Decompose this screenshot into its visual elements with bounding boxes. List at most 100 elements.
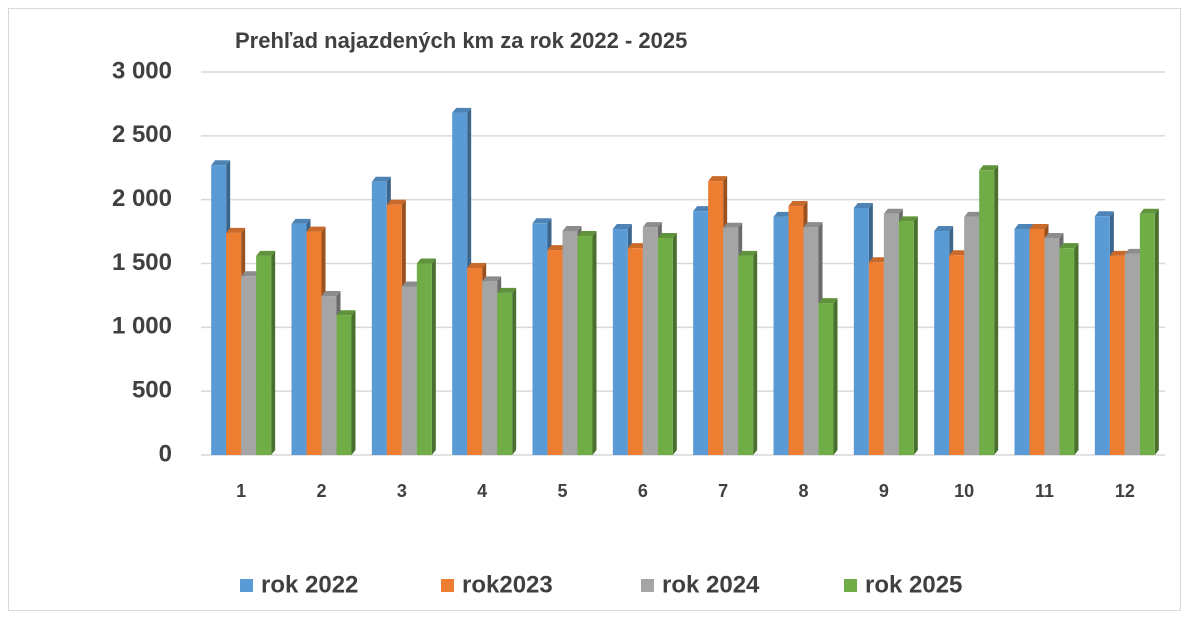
bar: [452, 112, 468, 455]
bar: [1059, 248, 1075, 455]
bar-side: [1074, 243, 1079, 455]
bar-side: [913, 216, 918, 455]
bar-side: [753, 250, 758, 455]
bar-top: [321, 291, 341, 297]
bar-side: [672, 232, 677, 455]
x-tick-label: 11: [1035, 481, 1054, 501]
y-tick-label: 2 500: [112, 121, 172, 148]
x-tick-label: 8: [798, 481, 808, 501]
legend-label: rok 2022: [261, 571, 358, 598]
bar-top: [657, 232, 677, 238]
legend-label: rok 2024: [662, 571, 760, 598]
bar-top: [467, 262, 487, 268]
x-tick-label: 4: [477, 481, 487, 501]
bar-top: [532, 218, 552, 224]
x-tick-label: 2: [316, 481, 326, 501]
bar-top: [211, 160, 231, 166]
bar-top: [226, 227, 246, 233]
legend-label: rok2023: [462, 571, 553, 598]
bar: [868, 262, 884, 455]
bar: [416, 263, 432, 455]
chart-title: Prehľad najazdených km za rok 2022 - 202…: [235, 28, 687, 53]
bar-side: [351, 310, 356, 455]
bar-top: [949, 250, 969, 256]
bar: [642, 227, 658, 455]
bar: [853, 207, 869, 455]
y-tick-label: 2 000: [112, 185, 172, 212]
bar-top: [336, 310, 356, 316]
bar: [562, 230, 578, 455]
x-tick-label: 3: [397, 481, 407, 501]
bar-top: [1094, 211, 1114, 217]
bar: [1029, 229, 1045, 455]
bar: [788, 206, 804, 455]
bar-top: [577, 231, 597, 237]
bar-top: [256, 250, 276, 256]
bar: [1124, 253, 1140, 455]
bar: [467, 267, 483, 455]
bar-side: [431, 258, 436, 455]
bar: [497, 292, 513, 455]
bar: [336, 315, 352, 455]
bar-top: [868, 257, 888, 263]
bar: [532, 223, 548, 455]
y-tick-label: 500: [132, 377, 172, 404]
bar: [241, 276, 257, 455]
bar: [1109, 255, 1125, 455]
bar: [386, 204, 402, 455]
legend-swatch: [240, 579, 253, 592]
bar: [547, 250, 563, 455]
bar-side: [833, 298, 838, 455]
bar-top: [723, 222, 743, 228]
bar-top: [612, 224, 632, 230]
bar: [723, 227, 739, 455]
bar-side: [271, 250, 276, 455]
legend-label: rok 2025: [865, 571, 962, 598]
bar: [693, 211, 709, 455]
bar-top: [291, 218, 311, 224]
bar-top: [1059, 243, 1079, 249]
y-tick-label: 1 500: [112, 249, 172, 276]
bar-top: [1124, 248, 1144, 254]
bar-top: [416, 258, 436, 264]
bar: [256, 255, 272, 455]
bar-top: [979, 165, 999, 171]
legend-swatch: [641, 579, 654, 592]
x-tick-label: 6: [638, 481, 648, 501]
bar-top: [452, 107, 472, 113]
bar-top: [547, 245, 567, 251]
x-tick-label: 12: [1115, 481, 1135, 501]
bar-top: [1109, 250, 1129, 256]
bar: [738, 255, 754, 455]
bar-top: [773, 211, 793, 217]
bar: [883, 213, 899, 455]
bar-side: [592, 231, 597, 455]
bar: [1014, 229, 1030, 455]
bar: [1139, 213, 1155, 455]
x-tick-label: 1: [236, 481, 246, 501]
bar-top: [371, 176, 391, 182]
bar-top: [642, 222, 662, 228]
bar-side: [1154, 208, 1159, 455]
bar: [627, 248, 643, 455]
bar-top: [401, 281, 421, 287]
bar: [291, 223, 307, 455]
bar-top: [482, 276, 502, 282]
bar: [657, 237, 673, 455]
bar: [964, 216, 980, 455]
legend-swatch: [441, 579, 454, 592]
bar: [577, 236, 593, 455]
bar-top: [803, 222, 823, 228]
y-tick-label: 3 000: [112, 57, 172, 84]
bar: [482, 281, 498, 455]
bar-top: [306, 226, 326, 232]
bar: [401, 286, 417, 455]
bar-top: [241, 271, 261, 277]
bar: [1094, 216, 1110, 455]
bar-top: [497, 287, 517, 293]
bar-top: [562, 225, 582, 231]
bar: [803, 227, 819, 455]
bar: [211, 165, 227, 456]
bar-top: [627, 243, 647, 249]
